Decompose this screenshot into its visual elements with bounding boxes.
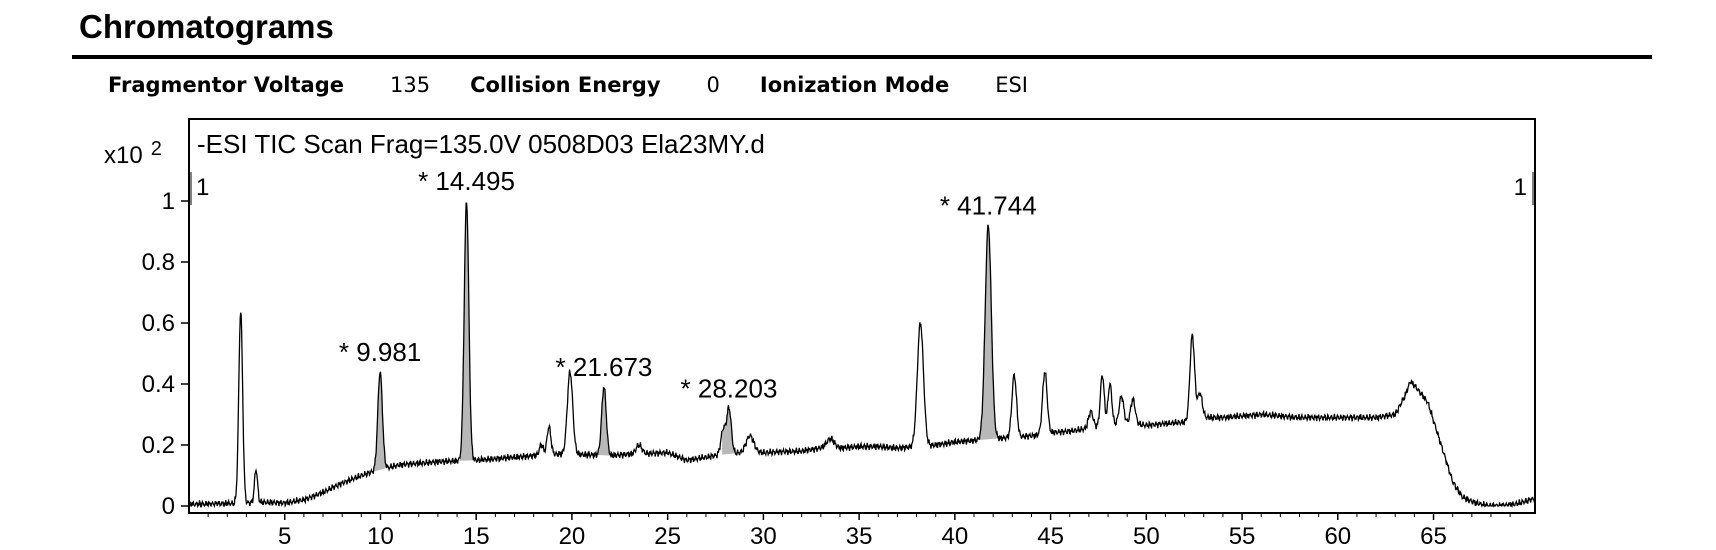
page-title: Chromatograms xyxy=(79,8,334,45)
axes-layer: 5 10 15 20 25 30 35 40 45 50 55 60 65 0 0.2 0.4 0.6 0.8 1 xyxy=(142,172,1534,550)
x-tick-label: 50 xyxy=(1133,523,1160,550)
peak-label: * 9.981 xyxy=(339,337,421,367)
ionization-mode-value: ESI xyxy=(995,73,1028,97)
title-divider xyxy=(72,55,1652,59)
peak-label: * 21.673 xyxy=(556,352,653,382)
x-tick-label: 40 xyxy=(942,523,969,550)
x-tick-label: 20 xyxy=(559,523,586,550)
corner-marker-left: 1 xyxy=(196,174,209,201)
y-tick-label: 0.6 xyxy=(142,310,175,337)
x-tick-label: 60 xyxy=(1324,523,1351,550)
y-tick-label: 0.8 xyxy=(142,249,175,276)
fragmentor-voltage-value: 135 xyxy=(389,73,431,97)
acquisition-params: Fragmentor Voltage 135 Collision Energy … xyxy=(108,70,1068,100)
corner-marker-right: 1 xyxy=(1514,174,1527,201)
ionization-mode-label: Ionization Mode xyxy=(759,73,950,97)
peak-label: * 28.203 xyxy=(681,373,778,403)
y-tick-label: 0.4 xyxy=(142,371,175,398)
y-tick-label: 0 xyxy=(162,493,175,520)
collision-energy-value: 0 xyxy=(706,73,720,97)
y-tick-label: 1 xyxy=(162,188,175,215)
x-tick-label: 35 xyxy=(846,523,873,550)
x-tick-label: 25 xyxy=(654,523,681,550)
chart-title: -ESI TIC Scan Frag=135.0V 0508D03 Ela23M… xyxy=(197,129,765,159)
x-tick-label: 30 xyxy=(750,523,777,550)
y-tick-label: 0.2 xyxy=(142,432,175,459)
peak-fill-layer xyxy=(373,203,998,474)
x-tick-label: 15 xyxy=(463,523,490,550)
collision-energy-label: Collision Energy xyxy=(470,73,661,97)
y-multiplier-exponent: 2 xyxy=(151,138,162,160)
tic-trace-line xyxy=(188,202,1536,509)
fragmentor-voltage-label: Fragmentor Voltage xyxy=(108,73,344,97)
x-tick-label: 10 xyxy=(367,523,394,550)
x-tick-label: 55 xyxy=(1229,523,1256,550)
peak-label: * 41.744 xyxy=(940,190,1037,220)
peak-labels-layer: * 9.981 * 14.495 * 21.673 * 28.203 * 41.744 xyxy=(339,166,1037,403)
x-tick-label: 5 xyxy=(278,523,291,550)
y-multiplier-base: x10 xyxy=(104,142,143,169)
y-multiplier-label: x10 2 xyxy=(104,138,162,169)
x-tick-label: 65 xyxy=(1420,523,1447,550)
x-tick-label: 45 xyxy=(1037,523,1064,550)
plot-frame xyxy=(188,118,1536,514)
peak-label: * 14.495 xyxy=(418,166,515,196)
